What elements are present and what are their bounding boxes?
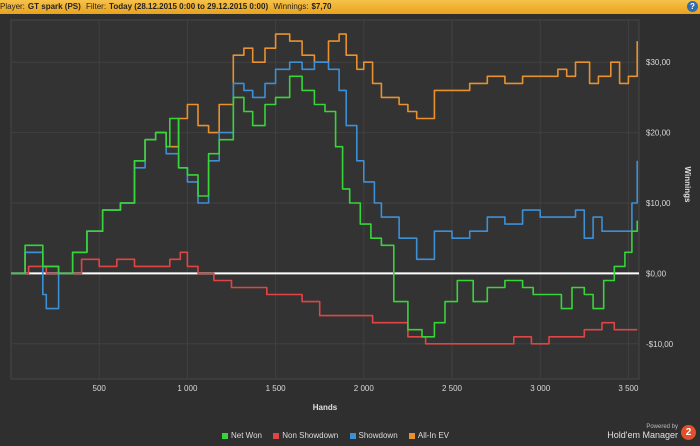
plot-area xyxy=(10,19,640,380)
powered-by-label: Powered by xyxy=(646,424,678,430)
series-line-non-showdown xyxy=(11,251,638,345)
winnings-value: $7,70 xyxy=(311,2,332,11)
legend-swatch-all-in-ev xyxy=(408,432,415,439)
legend-item-all-in-ev[interactable]: All-In EV xyxy=(408,431,449,440)
y-tick-label: $20,00 xyxy=(646,129,671,138)
help-icon[interactable]: ? xyxy=(687,1,698,12)
legend-swatch-net-won xyxy=(222,432,228,439)
product-name: Hold'em Manager xyxy=(607,429,678,440)
player-value[interactable]: GT spark (PS) xyxy=(27,2,81,11)
x-tick-label: 3 000 xyxy=(530,384,551,393)
y-tick-label: $0,00 xyxy=(646,269,667,278)
chart-legend: Net Won Non Showdown Showdown All-In EV xyxy=(222,431,458,440)
legend-swatch-non-showdown xyxy=(273,432,280,439)
filter-label: Filter: xyxy=(86,2,107,11)
x-tick-label: 2 500 xyxy=(442,384,463,393)
legend-swatch-showdown xyxy=(349,432,356,439)
title-bar: Player: GT spark (PS) Filter: Today (28.12… xyxy=(0,0,700,14)
legend-item-non-showdown[interactable]: Non Showdown xyxy=(273,431,338,440)
x-tick-label: 500 xyxy=(93,384,107,393)
y-axis-title: Winnings xyxy=(683,167,692,203)
powered-by: Powered by Hold'em Manager xyxy=(607,424,678,440)
player-label: Player: xyxy=(0,2,25,11)
y-tick-label: $30,00 xyxy=(646,58,671,67)
winnings-chart: 500 1 000 1 500 2 000 2 500 3 000 3 500 $30,00 $… xyxy=(10,19,692,412)
x-tick-label: 3 500 xyxy=(618,384,639,393)
hm2-logo-icon: 2 xyxy=(681,425,696,440)
legend-item-showdown[interactable]: Showdown xyxy=(349,431,398,440)
x-axis-title: Hands xyxy=(313,403,338,412)
x-tick-label: 2 000 xyxy=(354,384,375,393)
x-tick-label: 1 500 xyxy=(266,384,287,393)
filter-value[interactable]: Today (28.12.2015 0:00 to 29.12.2015 0:0… xyxy=(109,2,269,11)
legend-item-net-won[interactable]: Net Won xyxy=(222,431,262,440)
y-tick-label: -$10,00 xyxy=(646,340,674,349)
series-line-net-won xyxy=(11,75,638,338)
x-tick-label: 1 000 xyxy=(177,384,198,393)
y-tick-label: $10,00 xyxy=(646,199,671,208)
winnings-label: Winnings: xyxy=(273,2,309,11)
